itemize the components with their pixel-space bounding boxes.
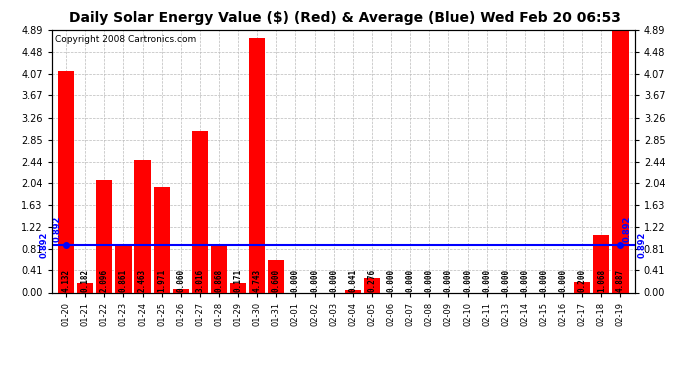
Text: 0.861: 0.861 [119, 269, 128, 292]
Text: 1.971: 1.971 [157, 269, 166, 292]
Text: 0.892: 0.892 [40, 231, 49, 258]
Text: 0.000: 0.000 [482, 269, 491, 292]
Text: 4.132: 4.132 [61, 269, 70, 292]
Bar [135, 160, 150, 292]
Text: 3.016: 3.016 [195, 269, 204, 292]
Text: 0.000: 0.000 [540, 269, 549, 292]
Bar [192, 130, 208, 292]
Bar [230, 284, 246, 292]
Text: 0.892: 0.892 [623, 216, 632, 243]
Text: 2.096: 2.096 [100, 269, 109, 292]
Text: 0.000: 0.000 [406, 269, 415, 292]
Text: 0.868: 0.868 [215, 269, 224, 292]
Bar [96, 180, 112, 292]
Bar [268, 260, 284, 292]
Bar [77, 283, 93, 292]
Text: 0.000: 0.000 [386, 269, 395, 292]
Text: 0.000: 0.000 [444, 269, 453, 292]
Text: Copyright 2008 Cartronics.com: Copyright 2008 Cartronics.com [55, 35, 196, 44]
Text: 0.000: 0.000 [310, 269, 319, 292]
Text: 0.892: 0.892 [52, 216, 61, 243]
Text: 0.200: 0.200 [578, 269, 586, 292]
Text: 0.041: 0.041 [348, 269, 357, 292]
Text: 0.000: 0.000 [501, 269, 511, 292]
Text: 0.892: 0.892 [638, 231, 647, 258]
Text: 0.000: 0.000 [520, 269, 529, 292]
Text: 0.182: 0.182 [81, 269, 90, 292]
Text: 0.171: 0.171 [234, 269, 243, 292]
Text: 0.600: 0.600 [272, 269, 281, 292]
Text: 0.000: 0.000 [329, 269, 338, 292]
Bar [593, 235, 609, 292]
Text: Daily Solar Energy Value ($) (Red) & Average (Blue) Wed Feb 20 06:53: Daily Solar Energy Value ($) (Red) & Ave… [69, 11, 621, 25]
Bar [612, 30, 629, 292]
Text: 4.887: 4.887 [616, 269, 625, 292]
Text: 0.000: 0.000 [559, 269, 568, 292]
Bar [58, 71, 75, 292]
Bar [574, 282, 591, 292]
Text: 2.463: 2.463 [138, 269, 147, 292]
Bar [345, 290, 361, 292]
Text: 0.060: 0.060 [176, 269, 186, 292]
Text: 0.000: 0.000 [463, 269, 472, 292]
Bar [172, 289, 189, 292]
Text: 0.276: 0.276 [368, 269, 377, 292]
Bar [154, 187, 170, 292]
Bar [364, 278, 380, 292]
Text: 0.000: 0.000 [425, 269, 434, 292]
Bar [115, 246, 132, 292]
Text: 4.743: 4.743 [253, 269, 262, 292]
Text: 0.000: 0.000 [291, 269, 300, 292]
Bar [249, 38, 266, 292]
Bar [211, 246, 227, 292]
Text: 1.068: 1.068 [597, 269, 606, 292]
